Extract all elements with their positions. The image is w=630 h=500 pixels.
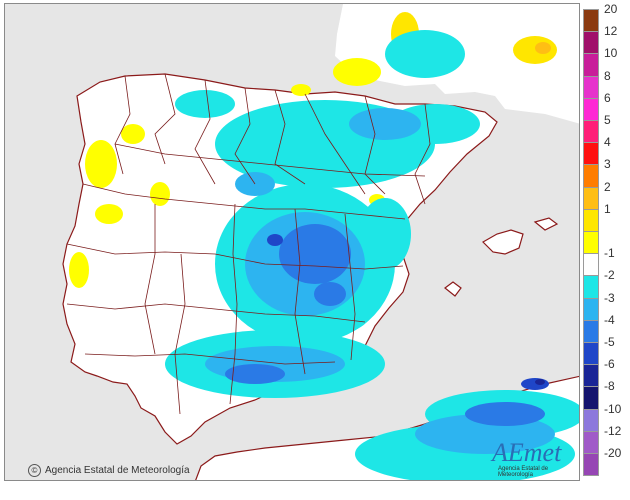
legend-swatch [583,231,599,255]
legend-label: -8 [604,379,615,394]
legend-label: -1 [604,246,615,261]
legend-label: -10 [604,401,622,416]
copyright-icon: © [28,464,41,477]
legend-swatch [583,9,599,33]
anomaly-patches [69,12,579,480]
legend-swatch [583,31,599,55]
balearic-islands [482,229,524,255]
legend-label: 12 [604,24,618,39]
legend-swatch [583,253,599,277]
map-panel [4,3,580,481]
legend-swatch [583,208,599,232]
legend-label: -3 [604,290,615,305]
legend-label: -6 [604,357,615,372]
legend-label: 8 [604,68,611,83]
legend-swatch [583,319,599,343]
credit-line: © Agencia Estatal de Meteorología [28,464,190,477]
legend-label: 20 [604,2,618,16]
legend-label: -2 [604,268,615,283]
anomaly-map [5,4,579,480]
legend-label: -4 [604,312,615,327]
legend-swatch [583,430,599,454]
legend-swatch [583,53,599,77]
legend-label: 1 [604,201,611,216]
legend-label: 3 [604,157,611,172]
legend-label: -12 [604,423,622,438]
legend-swatch [583,408,599,432]
color-legend: 20 12 10 8 6 5 4 3 2 1 -1 -2 -3 -4 -5 -6 -8 -10 -12 -20 [583,3,627,477]
legend-label: -20 [604,446,622,460]
legend-swatch [583,186,599,210]
ibiza-island [444,281,462,297]
legend-swatch [583,453,599,477]
legend-swatch [583,342,599,366]
logo-subtitle: Agencia Estatal de Meteorología [498,466,549,478]
aemet-logo: AEmet Agencia Estatal de Meteorología [492,438,572,478]
legend-label: 10 [604,46,618,61]
legend-label: 2 [604,179,611,194]
logo-wordmark: AEmet [492,438,562,467]
legend-swatch [583,386,599,410]
legend-swatch [583,364,599,388]
province-boundaries [66,73,431,415]
legend-swatch [583,275,599,299]
legend-label: 5 [604,113,611,127]
legend-swatch [583,97,599,121]
legend-swatch [583,297,599,321]
legend-swatch [583,164,599,188]
legend-label: -5 [604,335,615,349]
legend-swatch [583,75,599,99]
legend-label: 4 [604,135,611,150]
legend-label: 6 [604,90,611,105]
legend-swatch [583,142,599,166]
legend-swatch [583,120,599,144]
menorca-island [533,217,559,231]
credit-text: Agencia Estatal de Meteorología [45,465,190,476]
